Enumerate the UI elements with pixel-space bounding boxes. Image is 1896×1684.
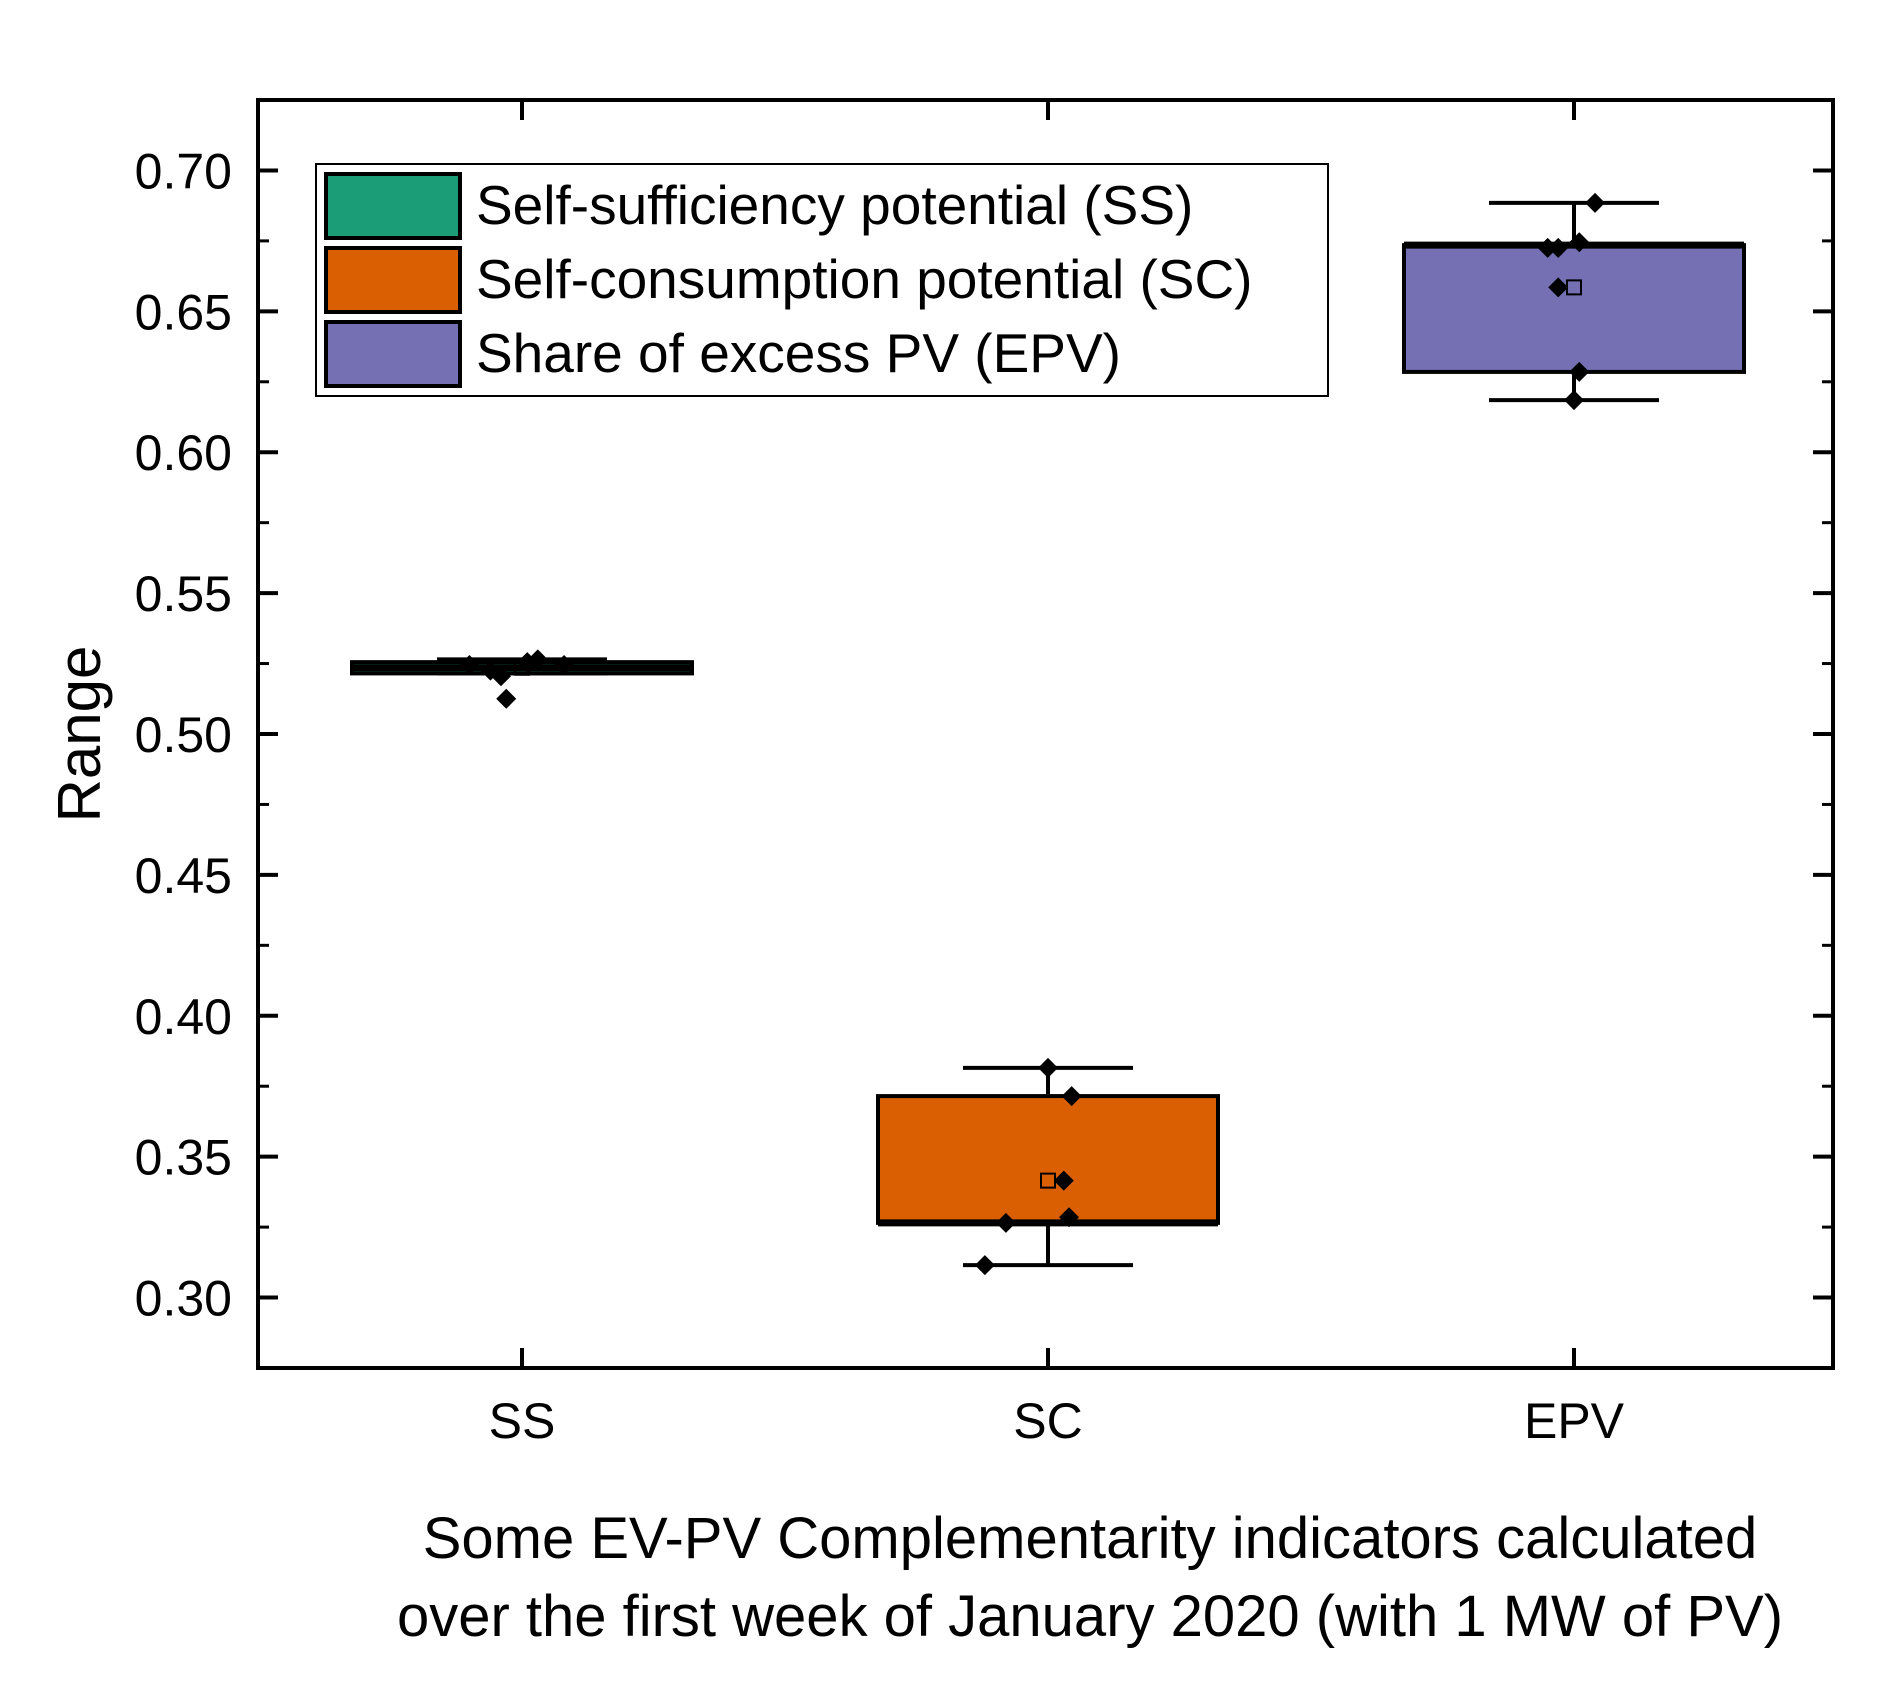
data-point (1569, 361, 1590, 382)
legend-label-sc: Self-consumption potential (SC) (476, 248, 1252, 310)
y-tick-label: 0.40 (135, 989, 232, 1045)
legend-swatch-ss (324, 172, 462, 240)
data-point (1059, 1207, 1080, 1228)
data-point (1053, 1170, 1074, 1191)
box-sc (876, 1094, 1220, 1225)
legend-frame (315, 163, 1329, 397)
y-tick-label: 0.65 (135, 284, 232, 340)
legend-label-ss: Self-sufficiency potential (SS) (476, 174, 1193, 236)
data-point (554, 654, 575, 675)
data-point (1585, 192, 1606, 213)
y-tick-label: 0.30 (135, 1271, 232, 1327)
data-point (459, 654, 480, 675)
legend-swatch-sc (324, 246, 462, 314)
y-tick-label: 0.70 (135, 143, 232, 199)
x-tick-label: SC (1013, 1393, 1082, 1449)
data-point (1537, 237, 1558, 258)
box-plot-chart: 0.30 0.35 0.40 0.45 0.50 0.55 0.60 0.65 0.70 SS SC… (46, 98, 1835, 1449)
box-epv (1402, 243, 1746, 374)
data-point (496, 688, 517, 709)
data-point (995, 1212, 1016, 1233)
data-point (1038, 1057, 1058, 1078)
x-tick-label: EPV (1524, 1393, 1625, 1449)
y-tick-label: 0.35 (135, 1130, 232, 1186)
data-point (490, 666, 511, 687)
data-point (1548, 277, 1569, 298)
plot-frame (256, 98, 1835, 1370)
y-tick-label: 0.50 (135, 707, 232, 763)
x-axis-label: Some EV-PV Complementarity indicators ca… (396, 1506, 1784, 1649)
x-tick-label: SS (489, 1393, 556, 1449)
data-point (1061, 1086, 1082, 1107)
y-tick-label: 0.60 (135, 425, 232, 481)
legend-swatch-epv (324, 320, 462, 388)
axis-ticks: 0.30 0.35 0.40 0.45 0.50 0.55 0.60 0.65 0.70 SS SC… (135, 100, 1833, 1449)
y-axis-label: Range (46, 646, 113, 823)
data-points (459, 192, 1606, 1276)
data-point (1564, 390, 1584, 411)
legend-label-epv: Share of excess PV (EPV) (476, 322, 1121, 384)
y-tick-label: 0.55 (135, 566, 232, 622)
data-point (1569, 232, 1590, 253)
data-point (974, 1255, 995, 1276)
y-tick-label: 0.45 (135, 848, 232, 904)
data-point (527, 649, 548, 670)
legend: Self-sufficiency potential (SS) Self-cons… (315, 163, 1329, 397)
boxes (350, 200, 1746, 1268)
data-point (1548, 237, 1569, 258)
